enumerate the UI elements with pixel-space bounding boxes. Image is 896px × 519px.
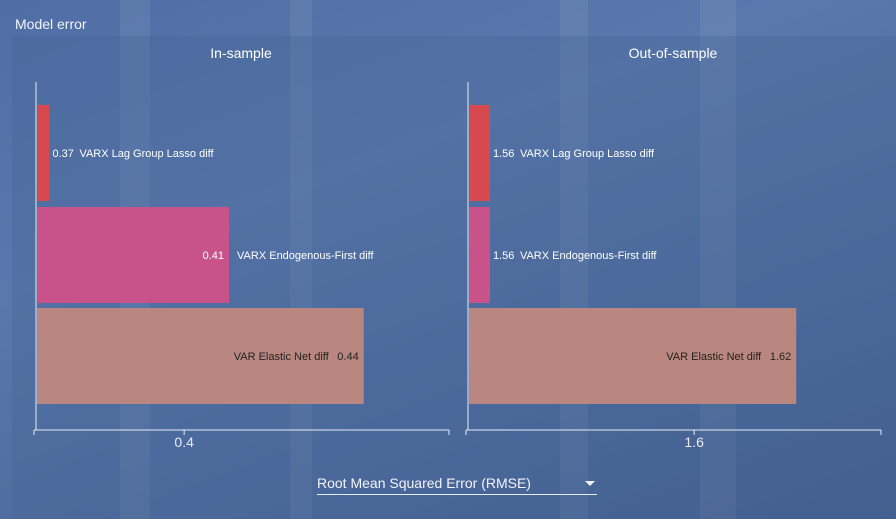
bar-value-label: 1.62 [770,351,791,363]
x-tick-label: 1.6 [684,434,704,450]
chart-title: In-sample [210,45,272,61]
bar-value-label: 1.56 [493,250,514,262]
bar-value-label: 1.56 [493,148,514,160]
metric-dropdown[interactable]: Root Mean Squared Error (RMSE) [317,472,597,495]
bar-category-label: VARX Lag Group Lasso diff [79,148,214,160]
bar-category-label: VAR Elastic Net diff [234,351,330,363]
bar [37,207,230,303]
bar-value-label: 0.44 [337,351,358,363]
background-tree [700,0,736,519]
bar-category-label: VARX Lag Group Lasso diff [520,148,655,160]
bar [469,105,490,201]
bar-value-label: 0.41 [203,250,224,262]
bar [37,105,50,201]
x-tick-label: 0.4 [174,434,194,450]
panel-title: Model error [15,16,87,32]
bar-category-label: VARX Endogenous-First diff [520,250,657,262]
metric-dropdown-value: Root Mean Squared Error (RMSE) [317,475,531,491]
bar [469,207,490,303]
bar [37,308,364,404]
bar-category-label: VARX Endogenous-First diff [237,250,374,262]
background-tree [560,0,588,519]
bar-category-label: VAR Elastic Net diff [666,351,762,363]
chevron-down-icon [585,480,595,486]
bar-value-label: 0.37 [52,148,73,160]
chart-title: Out-of-sample [629,45,718,61]
bar [469,308,797,404]
